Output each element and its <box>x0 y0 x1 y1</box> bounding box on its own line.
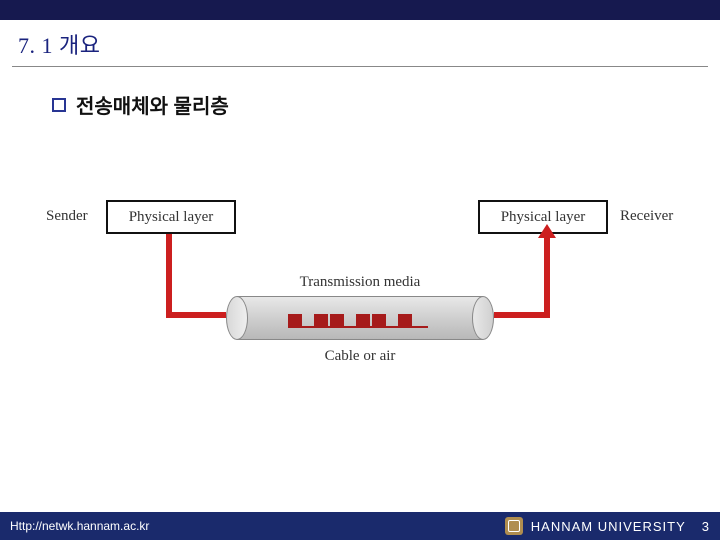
media-label: Transmission media <box>46 274 674 291</box>
footer-bar: Http://netwk.hannam.ac.kr HANNAM UNIVERS… <box>0 512 720 540</box>
bullet-text: 전송매체와 물리층 <box>76 90 229 119</box>
university-logo-icon <box>505 517 523 535</box>
footer-url: Http://netwk.hannam.ac.kr <box>10 519 149 533</box>
top-bar <box>0 0 720 20</box>
bullet-square-icon <box>52 98 66 112</box>
arrowhead-up-icon <box>538 224 556 238</box>
sender-label: Sender <box>46 208 88 225</box>
title-area: 7. 1 개요 <box>18 28 100 60</box>
arrow-horiz-right <box>494 312 550 318</box>
bullet-row: 전송매체와 물리층 <box>52 90 229 119</box>
cable-label: Cable or air <box>46 348 674 365</box>
university-name: HANNAM UNIVERSITY <box>531 519 686 534</box>
signal-baseline <box>288 326 428 328</box>
physical-layer-box-left: Physical layer <box>106 200 236 234</box>
transmission-diagram: Sender Physical layer Physical layer Rec… <box>46 200 674 400</box>
footer-right: HANNAM UNIVERSITY 3 <box>505 517 710 535</box>
arrow-horiz-left <box>166 312 226 318</box>
box-left-label: Physical layer <box>129 209 214 226</box>
page-number: 3 <box>702 519 710 534</box>
signal-waveform <box>288 308 428 328</box>
receiver-label: Receiver <box>620 208 673 225</box>
cylinder-cap-right <box>472 296 494 340</box>
slide-title: 7. 1 개요 <box>18 33 100 58</box>
box-right-label: Physical layer <box>501 209 586 226</box>
slide-root: 7. 1 개요 전송매체와 물리층 Sender Physical layer … <box>0 0 720 540</box>
cylinder-cap-left <box>226 296 248 340</box>
diagram-top-row: Sender Physical layer Physical layer Rec… <box>46 200 674 240</box>
title-underline <box>12 66 708 67</box>
